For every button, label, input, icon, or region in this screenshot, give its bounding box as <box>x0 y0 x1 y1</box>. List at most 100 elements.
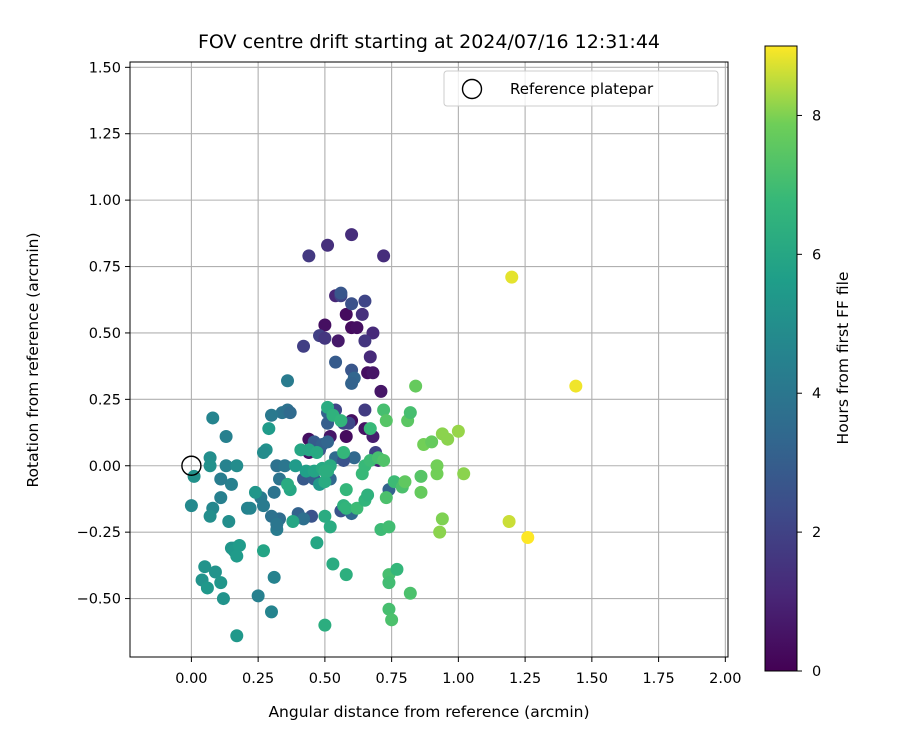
colorbar-tick-label: 4 <box>812 386 821 402</box>
data-point <box>382 520 396 534</box>
y-axis-title: Rotation from reference (arcmin) <box>24 232 42 487</box>
data-point <box>270 517 284 531</box>
x-tick-label: 0.25 <box>242 671 274 687</box>
data-point <box>390 562 404 576</box>
data-point <box>216 592 230 606</box>
data-point <box>361 488 375 502</box>
data-point <box>425 435 439 449</box>
data-point <box>358 403 372 417</box>
data-point <box>377 403 391 417</box>
data-point <box>219 459 233 473</box>
data-point <box>339 568 353 582</box>
data-point <box>345 376 359 390</box>
data-point <box>224 477 238 491</box>
data-point <box>366 366 380 380</box>
data-point <box>379 491 393 505</box>
data-point <box>289 459 303 473</box>
data-points <box>184 228 583 643</box>
data-point <box>208 565 222 579</box>
data-point <box>502 515 516 529</box>
data-point <box>339 501 353 515</box>
data-point <box>251 589 265 603</box>
legend-box <box>443 70 719 107</box>
data-point <box>339 483 353 497</box>
legend-entry-reference-platepar: Reference platepar <box>510 80 654 98</box>
data-point <box>310 536 324 550</box>
data-point <box>230 549 244 563</box>
data-point <box>414 485 428 499</box>
data-point <box>184 499 198 513</box>
data-point <box>278 459 292 473</box>
data-point <box>297 512 311 526</box>
colorbar-label: Hours from first FF file <box>834 272 852 445</box>
data-point <box>430 467 444 481</box>
data-point <box>281 374 295 388</box>
data-point <box>451 424 465 438</box>
data-point <box>374 384 388 398</box>
data-point <box>219 430 233 444</box>
colorbar-tick-label: 8 <box>812 108 821 124</box>
data-point <box>321 464 335 478</box>
data-point <box>222 515 236 529</box>
data-point <box>214 491 228 505</box>
legend-marker <box>461 78 483 100</box>
x-axis-ticks: 0.00 0.25 0.50 0.75 1.00 1.25 1.50 1.75 2.00 <box>175 657 741 687</box>
y-tick-label: 0.75 <box>89 260 121 276</box>
data-point <box>521 530 535 544</box>
data-point <box>358 294 372 308</box>
x-tick-label: 0.50 <box>309 671 341 687</box>
data-point <box>286 515 300 529</box>
data-point <box>435 512 449 526</box>
data-point <box>318 331 332 345</box>
data-point <box>256 499 270 513</box>
data-point <box>358 334 372 348</box>
data-point <box>198 560 212 574</box>
legend: Reference platepar <box>443 70 719 107</box>
data-point <box>281 477 295 491</box>
data-point <box>385 613 399 627</box>
x-tick-label: 0.00 <box>175 671 207 687</box>
reference-platepar-marker <box>181 455 202 476</box>
data-point <box>339 430 353 444</box>
data-point <box>398 475 412 489</box>
data-point <box>321 435 335 449</box>
data-point <box>379 414 393 428</box>
y-tick-label: 1.50 <box>89 60 121 76</box>
data-point <box>248 485 262 499</box>
chart-title: FOV centre drift starting at 2024/07/16 … <box>198 31 660 53</box>
data-point <box>345 297 359 311</box>
data-point <box>230 459 244 473</box>
data-point <box>310 445 324 459</box>
data-point <box>433 525 447 539</box>
colorbar-ticks: 0 2 4 6 8 <box>797 108 821 680</box>
data-point <box>230 629 244 643</box>
data-point <box>363 350 377 364</box>
y-tick-label: 1.00 <box>89 193 121 209</box>
data-point <box>409 379 423 393</box>
data-point <box>363 422 377 436</box>
data-point <box>214 576 228 590</box>
data-point <box>403 586 417 600</box>
data-point <box>321 238 335 252</box>
data-point <box>262 422 276 436</box>
data-point <box>318 475 332 489</box>
x-tick-label: 2.00 <box>709 671 741 687</box>
colorbar: 0 2 4 6 8 Hours from first FF file <box>764 45 852 680</box>
data-point <box>267 570 281 584</box>
y-tick-label: 1.25 <box>89 127 121 143</box>
data-point <box>331 334 345 348</box>
data-point <box>318 509 332 523</box>
y-tick-label: 0.00 <box>89 459 121 475</box>
colorbar-tick-label: 6 <box>812 247 821 263</box>
data-point <box>329 355 343 369</box>
plot-frame <box>129 61 729 658</box>
data-point <box>403 406 417 420</box>
data-point <box>203 459 217 473</box>
y-tick-label: −0.25 <box>77 525 121 541</box>
data-point <box>267 485 281 499</box>
data-point <box>200 581 214 595</box>
data-point <box>243 501 257 515</box>
data-point <box>297 339 311 353</box>
data-point <box>256 445 270 459</box>
data-point <box>350 501 364 515</box>
